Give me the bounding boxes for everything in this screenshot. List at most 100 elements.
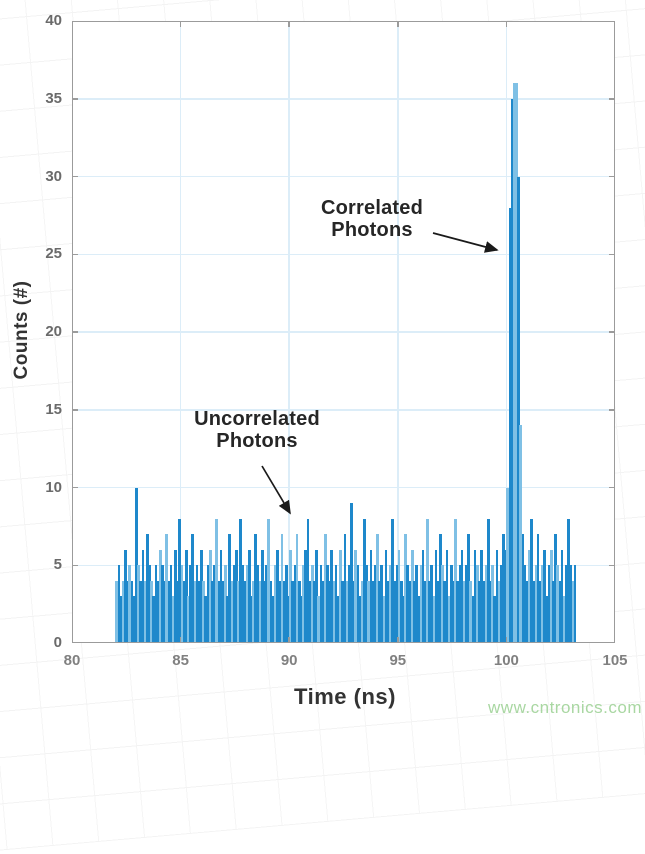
plot-area	[72, 21, 615, 643]
histogram-bar	[208, 549, 212, 643]
x-tickmark-top-90	[288, 21, 290, 27]
histogram-bar	[191, 534, 195, 643]
y-tickmark-right-35	[609, 98, 615, 100]
y-tick-label-20: 20	[45, 323, 62, 340]
gridline-x-95	[397, 21, 399, 643]
y-tickmark-left-15	[72, 409, 78, 411]
x-tickmark-top-100	[505, 21, 508, 27]
gridline-y-15	[72, 409, 615, 411]
histogram-bar	[419, 565, 423, 643]
x-tick-label-80: 80	[63, 652, 81, 669]
y-tick-label-5: 5	[53, 556, 62, 574]
histogram-bar	[204, 596, 208, 643]
annotation-correlated-line2: Photons	[331, 219, 413, 241]
histogram-bar	[291, 580, 295, 643]
histogram-bar	[310, 565, 314, 643]
annotation-correlated-line1: Correlated	[320, 197, 424, 219]
histogram-bar	[280, 534, 284, 643]
histogram-bar	[317, 596, 321, 643]
histogram-bar	[517, 176, 520, 643]
histogram-bar	[541, 565, 544, 643]
histogram-bar	[428, 580, 431, 643]
histogram-bar	[560, 549, 564, 643]
histogram-bar	[386, 580, 390, 643]
histogram-bar	[176, 580, 179, 643]
histogram-bar	[219, 549, 223, 643]
histogram-bar	[276, 549, 279, 643]
histogram-bar	[328, 580, 331, 643]
histogram-bar	[413, 580, 416, 643]
histogram-bar	[408, 580, 412, 643]
histogram-bar	[152, 596, 156, 643]
histogram-bar	[491, 565, 494, 643]
histogram-bar	[482, 580, 486, 643]
histogram-bar	[399, 580, 403, 643]
histogram-bar	[139, 580, 142, 643]
y-tick-label-25: 25	[45, 245, 62, 263]
y-tickmark-right-30	[609, 175, 615, 178]
histogram-bar	[193, 580, 197, 643]
histogram-bar	[213, 565, 216, 643]
histogram-bar	[525, 580, 529, 643]
histogram-bar	[499, 565, 503, 643]
histogram-bar	[384, 549, 388, 643]
histogram-bar	[195, 565, 199, 643]
histogram-bar	[545, 596, 549, 643]
x-axis-title: Time (ns)	[294, 684, 396, 709]
histogram-bar	[302, 565, 305, 643]
histogram-bar	[319, 565, 323, 643]
y-tickmark-left-35	[72, 98, 78, 100]
histogram-bar	[360, 580, 364, 643]
y-tickmark-left-10	[72, 486, 78, 489]
histogram-bar	[552, 580, 555, 643]
histogram-bar	[187, 596, 190, 643]
histogram-bar	[445, 549, 449, 643]
histogram-bar	[534, 565, 538, 643]
histogram-bar	[434, 549, 438, 643]
histogram-bar	[287, 596, 290, 643]
histogram-bar	[515, 83, 518, 643]
histogram-bar	[460, 549, 464, 643]
histogram-bar	[321, 580, 325, 643]
histogram-bar	[336, 596, 340, 643]
histogram-bar	[352, 580, 355, 643]
histogram-bar	[395, 565, 399, 643]
x-tickmark-bottom-85	[179, 637, 182, 643]
histogram-bar	[354, 549, 358, 643]
y-tickmark-right-5	[609, 564, 615, 566]
x-tickmark-top-95	[397, 21, 399, 27]
x-tick-label-100: 100	[493, 652, 519, 669]
histogram-bar	[258, 580, 262, 643]
x-tick-label-95: 95	[389, 652, 407, 669]
histogram-bar	[224, 565, 227, 643]
histogram-bar	[334, 565, 338, 643]
histogram-bar	[373, 565, 377, 643]
histogram-bar	[484, 565, 488, 643]
y-axis-title: Counts (#)	[11, 280, 32, 380]
histogram-bar	[402, 596, 405, 643]
histogram-bar	[478, 580, 481, 643]
histogram-bar	[347, 565, 351, 643]
histogram-bar	[234, 549, 238, 643]
histogram-bar	[232, 565, 236, 643]
histogram-bar	[567, 518, 570, 643]
histogram-bar	[458, 565, 462, 643]
histogram-bar	[189, 565, 192, 643]
histogram-bar	[273, 565, 277, 643]
histogram-bar	[536, 534, 540, 643]
histogram-bar	[267, 518, 271, 643]
histogram-bar	[167, 580, 171, 643]
histogram-bar	[493, 596, 497, 643]
y-tick-label-40: 40	[45, 12, 62, 29]
histogram-bar	[345, 580, 349, 643]
histogram-bar	[369, 549, 373, 643]
y-tickmark-left-5	[72, 564, 78, 566]
histogram-bar	[211, 580, 214, 643]
y-tickmark-left-30	[72, 175, 78, 178]
histogram-bar	[128, 565, 132, 643]
histogram-bar	[180, 565, 184, 643]
gridline-y-30	[72, 175, 615, 178]
histogram-bar	[117, 565, 121, 643]
histogram-bar	[150, 580, 153, 643]
histogram-bar	[243, 580, 247, 643]
